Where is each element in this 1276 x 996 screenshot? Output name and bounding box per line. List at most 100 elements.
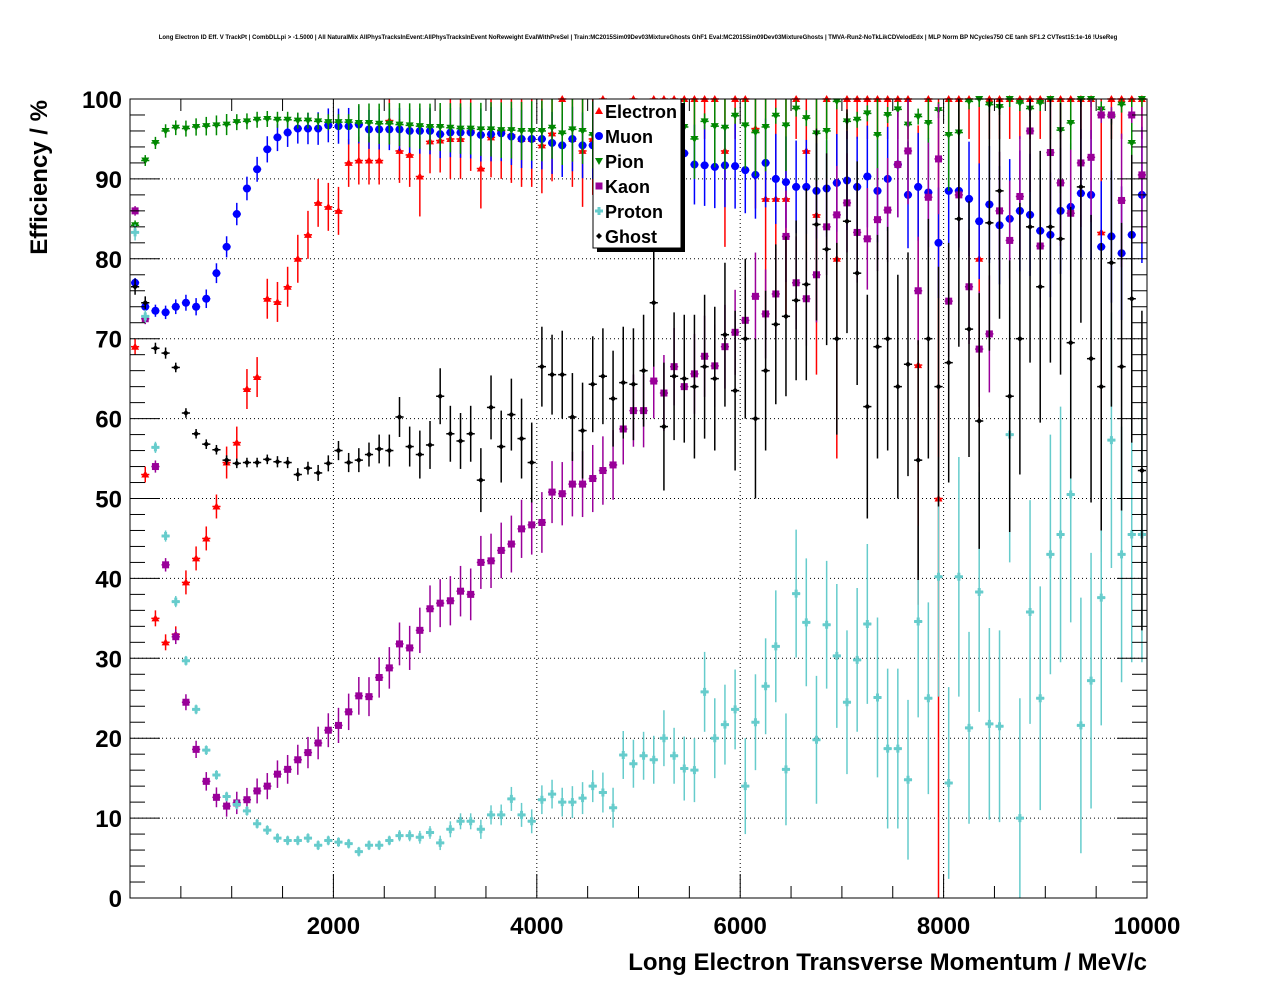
data-point-pion	[426, 123, 435, 131]
data-point-proton	[893, 744, 902, 753]
x-tick-label: 2000	[307, 913, 360, 940]
data-point-pion	[893, 106, 902, 114]
data-point-electron	[253, 373, 262, 381]
data-point-proton	[680, 764, 689, 773]
data-point-ghost	[365, 451, 372, 458]
data-point-ghost	[996, 187, 1003, 194]
data-point-ghost	[304, 465, 311, 472]
data-point-kaon	[406, 644, 414, 652]
data-point-ghost	[793, 297, 800, 304]
data-point-kaon	[294, 756, 302, 764]
data-point-kaon	[426, 605, 434, 613]
data-point-ghost	[345, 459, 352, 466]
data-point-proton	[619, 750, 628, 759]
y-tick-label: 0	[109, 886, 122, 913]
data-point-electron	[405, 150, 414, 158]
data-point-proton	[1036, 694, 1045, 703]
data-point-ghost	[915, 457, 922, 464]
data-point-kaon	[304, 749, 312, 757]
data-point-proton	[873, 693, 882, 702]
data-point-ghost	[945, 359, 952, 366]
data-point-proton	[720, 720, 729, 729]
data-point-muon	[192, 302, 201, 311]
data-point-proton	[863, 619, 872, 628]
data-point-proton	[1107, 436, 1116, 445]
y-tick-label: 20	[95, 726, 122, 753]
data-point-pion	[497, 127, 506, 135]
legend-box	[592, 98, 682, 249]
data-point-pion	[253, 116, 262, 124]
data-point-proton	[578, 794, 587, 803]
data-point-pion	[273, 116, 282, 124]
data-point-muon	[232, 210, 241, 219]
data-point-proton	[741, 782, 750, 791]
series-proton	[131, 224, 1146, 898]
data-point-proton	[324, 836, 333, 845]
legend-marker-muon	[595, 132, 603, 140]
legend-marker-kaon	[595, 182, 603, 190]
data-point-pion	[853, 116, 862, 124]
data-point-proton	[487, 810, 496, 819]
data-point-muon	[253, 165, 262, 174]
data-point-ghost	[284, 459, 291, 466]
data-point-kaon	[284, 765, 292, 773]
data-point-proton	[253, 819, 262, 828]
data-point-pion	[914, 113, 923, 121]
data-point-kaon	[182, 698, 190, 706]
legend-marker-pion	[595, 158, 603, 165]
data-point-proton	[1046, 550, 1055, 559]
data-point-ghost	[376, 445, 383, 452]
data-point-pion	[1036, 99, 1045, 107]
plot-title: Long Electron ID Eff. V TrackPt | CombDL…	[158, 35, 1118, 41]
data-point-proton	[1117, 550, 1126, 559]
legend-marker-proton	[595, 207, 603, 215]
data-point-muon	[222, 242, 231, 251]
data-point-pion	[527, 127, 536, 135]
legend-label-kaon: Kaon	[605, 177, 650, 197]
data-point-ghost	[579, 427, 586, 434]
y-tick-label: 60	[95, 407, 122, 434]
data-point-ghost	[711, 375, 718, 382]
data-point-proton	[507, 794, 516, 803]
data-point-pion	[537, 127, 546, 135]
data-point-ghost	[782, 313, 789, 320]
data-point-proton	[802, 618, 811, 627]
data-point-ghost	[752, 415, 759, 422]
data-point-ghost	[671, 373, 678, 380]
data-point-ghost	[1088, 355, 1095, 362]
data-point-pion	[456, 125, 465, 133]
tick-labels: 2000 4000 6000 8000 10000 0 10 20 30 40 50 60 70 80 90…	[82, 87, 1180, 940]
data-point-proton	[497, 810, 506, 819]
data-point-ghost	[833, 335, 840, 342]
data-point-ghost	[884, 335, 891, 342]
data-point-kaon	[1128, 111, 1136, 119]
data-point-muon	[914, 182, 923, 191]
data-point-pion	[863, 110, 872, 118]
data-point-ghost	[1057, 235, 1064, 242]
x-tick-label: 4000	[510, 913, 563, 940]
data-point-electron	[375, 156, 384, 164]
data-point-ghost	[925, 335, 932, 342]
data-point-pion	[792, 105, 801, 113]
data-point-ghost	[325, 460, 332, 467]
data-point-ghost	[142, 299, 149, 306]
data-point-ghost	[1016, 335, 1023, 342]
data-point-pion	[781, 122, 790, 130]
data-point-kaon	[172, 633, 180, 641]
data-point-ghost	[843, 218, 850, 225]
data-point-ghost	[894, 383, 901, 390]
data-point-pion	[802, 115, 811, 123]
data-point-pion	[232, 119, 241, 127]
data-point-muon	[934, 238, 943, 247]
data-point-pion	[395, 121, 404, 129]
data-point-ghost	[1118, 363, 1125, 370]
data-point-electron	[232, 438, 241, 446]
data-point-ghost	[976, 417, 983, 424]
data-point-pion	[690, 135, 699, 143]
y-tick-label: 40	[95, 566, 122, 593]
data-point-proton	[985, 719, 994, 728]
data-point-ghost	[152, 345, 159, 352]
data-point-pion	[965, 98, 974, 106]
data-point-kaon	[751, 292, 759, 300]
data-point-electron	[273, 297, 282, 305]
